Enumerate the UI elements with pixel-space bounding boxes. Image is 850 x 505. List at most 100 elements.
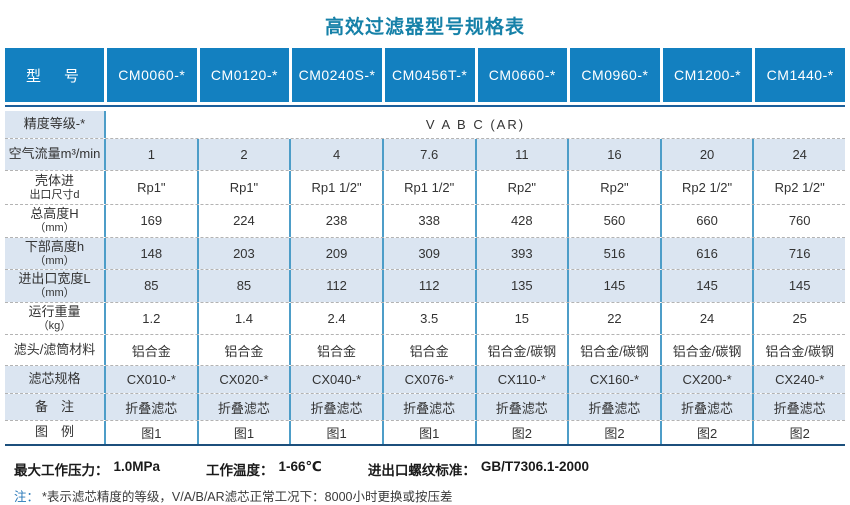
header-model-CM0660: CM0660-* [477, 48, 568, 102]
value-cell: 4 [289, 139, 382, 170]
spec-table: 型 号 CM0060-* CM0120-* CM0240S-* CM0456T-* CM0… [5, 48, 845, 447]
row-label-text: 进出口宽度L [18, 271, 91, 287]
table-bottom-line [5, 444, 845, 447]
row-label: 图 例 [5, 421, 104, 444]
value-cell: 图1 [196, 421, 290, 445]
page-title: 高效过滤器型号规格表 [324, 17, 525, 38]
header-model-CM0240S: CM0240S-* [292, 48, 382, 102]
row-label-text: 下部高度h [24, 238, 85, 254]
value-cell: CX010-* [104, 366, 197, 394]
row-label-unit: （mm） [34, 254, 75, 267]
table-row: 下部高度h （mm） 148 203 209 309 393 516 616 716 [5, 237, 845, 271]
value-cell: 616 [659, 237, 753, 270]
value-cell: 24 [659, 302, 753, 335]
footer-specs: 最大工作压力： 1.0MPa 工作温度： 1-66℃ 进出口螺纹标准： GB/T730… [14, 459, 850, 479]
value-cell: 7.6 [381, 139, 475, 170]
value-cell: CX076-* [381, 366, 475, 394]
value-cell: Rp2 1/2" [752, 171, 845, 204]
table-row: 图 例图1 图1 图1 图1 图2 图2 图2 图2 [5, 421, 845, 445]
value-cell: 203 [196, 237, 290, 270]
value-cell: CX160-* [567, 366, 660, 394]
value-cell: 85 [196, 270, 290, 302]
value-cell: 折叠滤芯 [474, 394, 568, 421]
value-cell: 2 [196, 139, 290, 170]
value-cell: 图1 [381, 421, 475, 445]
merged-value-cell: V A B C (AR) [104, 111, 845, 138]
row-label-text: 滤芯规格 [28, 371, 81, 387]
row-label: 进出口宽度L （mm） [5, 270, 104, 302]
value-cell: 428 [474, 205, 568, 237]
value-cell: 图2 [752, 421, 845, 445]
value-cell: 112 [289, 270, 382, 302]
value-cell: 铝合金 [196, 335, 290, 366]
value-cell: CX200-* [659, 366, 753, 394]
value-cell: 145 [659, 270, 753, 302]
spec-value: 1.0MPa [113, 459, 161, 475]
value-cell: 铝合金 [104, 335, 197, 366]
value-cell: 25 [752, 302, 845, 335]
value-cell: Rp1" [104, 171, 197, 204]
header-model-CM0060: CM0060-* [107, 48, 197, 102]
value-cell: 15 [474, 302, 568, 335]
header-model-CM0960: CM0960-* [570, 48, 660, 102]
header-model-CM1440: CM1440-* [755, 48, 845, 102]
value-cell: Rp1 1/2" [381, 171, 475, 204]
value-cell: Rp2" [567, 171, 660, 204]
row-label-unit: （mm） [34, 221, 75, 234]
value-cell: Rp1" [196, 171, 290, 204]
row-label-text: 图 例 [34, 424, 74, 440]
spec-max-pressure: 最大工作压力： 1.0MPa [14, 459, 160, 479]
value-cell: 铝合金/碳钢 [659, 335, 753, 366]
row-label-text: 备 注 [34, 398, 74, 414]
row-label-unit: （kg） [37, 319, 72, 332]
value-cell: 铝合金 [381, 335, 475, 366]
value-cell: 2.4 [289, 302, 382, 335]
spec-label: 进出口螺纹标准： [367, 463, 476, 479]
spec-value: GB/T7306.1-2000 [480, 459, 589, 475]
value-cell: 393 [474, 237, 568, 270]
value-cell: 图2 [567, 421, 660, 445]
row-label-text: 运行重量 [28, 303, 81, 319]
value-cell: 1 [104, 139, 197, 170]
footnote: 注： *表示滤芯精度的等级，V/A/B/AR滤芯正常工况下：8000小时更换或按压… [14, 486, 850, 505]
header-model-CM0120: CM0120-* [199, 48, 290, 102]
row-label: 滤芯规格 [5, 366, 104, 394]
row-label-text: 精度等级-* [23, 116, 86, 132]
table-row: 滤头/滤筒材料 铝合金 铝合金 铝合金 铝合金 铝合金/碳钢 铝合金/碳钢 铝合金/碳钢 铝合金… [5, 335, 845, 367]
table-row: 备 注折叠滤芯 折叠滤芯 折叠滤芯 折叠滤芯 折叠滤芯 折叠滤芯 折叠滤芯 折叠滤芯 [5, 394, 845, 422]
value-cell: 716 [752, 237, 845, 270]
table-row: 空气流量m³/min 1 2 4 7.6 11 16 20 24 [5, 139, 845, 171]
value-cell: 16 [567, 139, 660, 170]
value-cell: 折叠滤芯 [659, 394, 753, 421]
value-cell: 760 [752, 205, 845, 237]
row-label-unit: 出口尺寸d [29, 188, 80, 201]
spec-label: 最大工作压力： [14, 463, 109, 479]
value-cell: 折叠滤芯 [381, 394, 475, 421]
header-model-CM1200: CM1200-* [662, 48, 753, 102]
row-label-text: 壳体进 [34, 172, 74, 188]
value-cell: 209 [289, 237, 382, 270]
row-label: 总高度H （mm） [5, 205, 104, 237]
row-label-unit: （mm） [34, 287, 75, 300]
spec-working-temperature: 工作温度： 1-66℃ [206, 459, 322, 479]
value-cell: 折叠滤芯 [752, 394, 845, 421]
value-cell: 折叠滤芯 [289, 394, 382, 421]
spec-value: 1-66℃ [278, 459, 322, 475]
value-cell: 铝合金 [289, 335, 382, 366]
value-cell: CX240-* [752, 366, 845, 394]
value-cell: CX020-* [196, 366, 290, 394]
table-row: 运行重量 （kg） 1.2 1.4 2.4 3.5 15 22 24 25 [5, 302, 845, 336]
row-label: 运行重量 （kg） [5, 303, 104, 335]
row-label-text: 空气流量m³/min [8, 146, 101, 162]
value-cell: 145 [567, 270, 660, 302]
value-cell: 148 [104, 237, 197, 270]
value-cell: 22 [567, 302, 660, 335]
value-cell: 135 [474, 270, 568, 302]
value-cell: 铝合金/碳钢 [474, 335, 568, 366]
value-cell: CX110-* [474, 366, 568, 394]
value-cell: 338 [381, 205, 475, 237]
value-cell: 铝合金/碳钢 [752, 335, 845, 366]
value-cell: 516 [567, 237, 660, 270]
value-cell: 660 [659, 205, 753, 237]
table-row: 精度等级-* V A B C (AR) [5, 111, 845, 139]
